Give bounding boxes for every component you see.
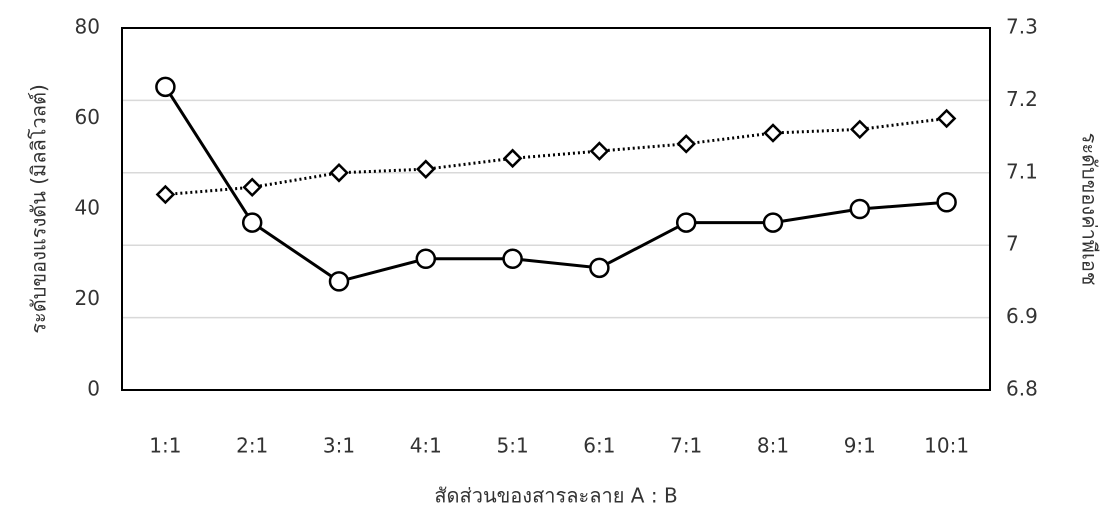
x-tick-label: 1:1: [149, 434, 181, 458]
series-line: [165, 117, 947, 197]
y2-axis-label: ระดับของค่าพีเอช: [1078, 133, 1102, 286]
marker: [936, 191, 957, 213]
marker: [241, 212, 263, 233]
marker: [676, 134, 696, 154]
series-line: [164, 86, 947, 284]
marker: [675, 212, 697, 233]
x-tick-label: 2:1: [236, 434, 268, 458]
marker: [763, 123, 783, 143]
y-tick-label: 60: [75, 105, 100, 129]
marker: [416, 159, 436, 179]
y-tick-label: 40: [75, 196, 100, 220]
marker: [328, 271, 350, 292]
x-axis-label: สัดส่วนของสารละลาย A : B: [434, 484, 677, 508]
y2-tick-label: 7.3: [1006, 15, 1038, 39]
y-tick-label: 20: [75, 286, 100, 310]
y2-tick-label: 7: [1006, 232, 1019, 256]
y2-tick-label: 7.2: [1006, 87, 1038, 111]
marker: [850, 119, 870, 140]
marker: [155, 76, 176, 98]
x-tick-label: 5:1: [497, 434, 529, 458]
y-tick-label: 80: [75, 15, 100, 39]
marker: [762, 212, 784, 233]
x-tick-label: 7:1: [670, 434, 702, 458]
x-tick-label: 9:1: [844, 434, 876, 458]
y-axis-label: ระดับของแรงดัน (มิลลิโวลต์): [27, 84, 51, 334]
marker: [415, 248, 437, 270]
marker: [936, 108, 957, 129]
marker: [155, 184, 176, 205]
x-tick-label: 10:1: [924, 434, 969, 458]
x-tick-label: 6:1: [583, 434, 615, 458]
x-tick-label: 3:1: [323, 434, 355, 458]
plot-frame: [121, 27, 991, 391]
marker: [502, 148, 523, 169]
marker: [502, 248, 523, 270]
x-tick-label: 4:1: [410, 434, 442, 458]
y2-tick-label: 6.8: [1006, 377, 1038, 401]
marker: [589, 141, 610, 161]
marker: [589, 257, 610, 279]
x-tick-label: 8:1: [757, 434, 789, 458]
marker: [849, 198, 871, 220]
y-tick-label: 0: [87, 377, 100, 401]
y2-tick-label: 7.1: [1006, 159, 1038, 183]
marker: [329, 163, 349, 183]
y2-tick-label: 6.9: [1006, 304, 1038, 328]
marker: [242, 177, 262, 198]
